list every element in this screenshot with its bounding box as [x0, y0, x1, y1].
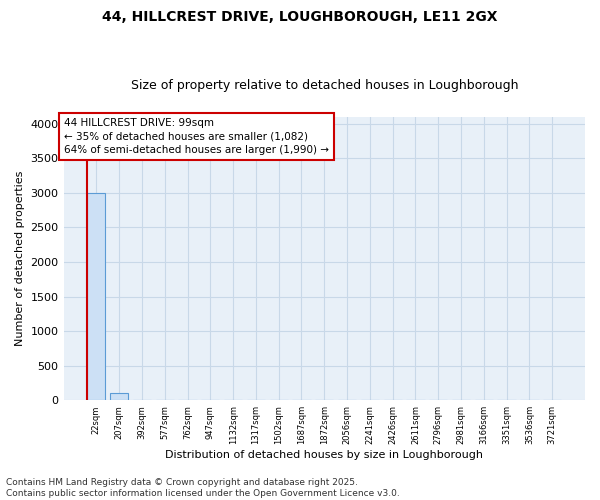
Y-axis label: Number of detached properties: Number of detached properties — [15, 171, 25, 346]
Bar — [110, 394, 128, 400]
Text: Contains HM Land Registry data © Crown copyright and database right 2025.
Contai: Contains HM Land Registry data © Crown c… — [6, 478, 400, 498]
X-axis label: Distribution of detached houses by size in Loughborough: Distribution of detached houses by size … — [165, 450, 483, 460]
Text: 44 HILLCREST DRIVE: 99sqm
← 35% of detached houses are smaller (1,082)
64% of se: 44 HILLCREST DRIVE: 99sqm ← 35% of detac… — [64, 118, 329, 154]
Title: Size of property relative to detached houses in Loughborough: Size of property relative to detached ho… — [131, 79, 518, 92]
Bar — [87, 193, 106, 400]
Text: 44, HILLCREST DRIVE, LOUGHBOROUGH, LE11 2GX: 44, HILLCREST DRIVE, LOUGHBOROUGH, LE11 … — [102, 10, 498, 24]
